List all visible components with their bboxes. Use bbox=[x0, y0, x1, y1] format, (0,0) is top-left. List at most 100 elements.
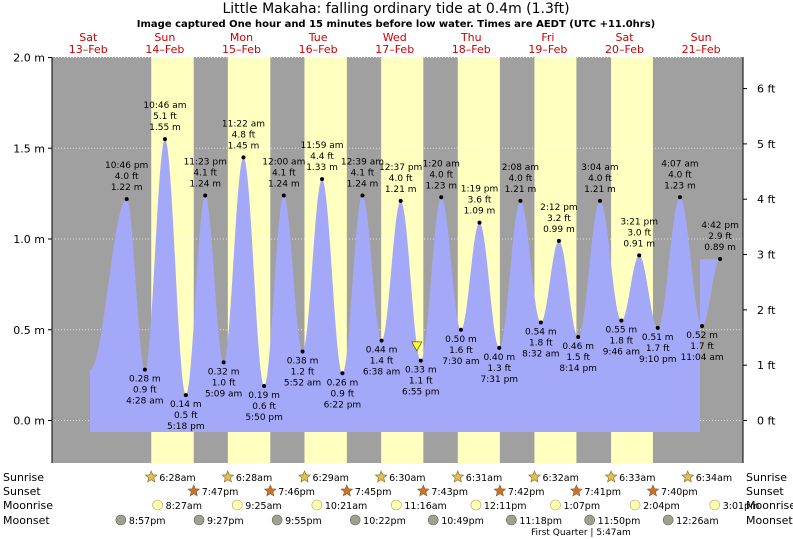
tide-point bbox=[340, 371, 345, 376]
moonset-time: 10:49pm bbox=[441, 516, 484, 527]
sunrise-icon bbox=[374, 470, 388, 483]
moonrise-time: 9:25am bbox=[245, 501, 281, 512]
tide-point bbox=[221, 360, 226, 365]
tide-area bbox=[90, 139, 721, 432]
low-tide-label: 1.8 ft bbox=[610, 337, 634, 347]
tide-point bbox=[458, 327, 463, 332]
high-tide-label: 11:22 am bbox=[222, 119, 265, 129]
moonrise-icon bbox=[629, 499, 641, 511]
moonset-time: 11:18pm bbox=[519, 516, 562, 527]
right-axis-tick-label: 0 ft bbox=[757, 415, 776, 428]
high-tide-label: 12:37 pm bbox=[379, 163, 422, 173]
moonset-icon bbox=[427, 514, 439, 526]
tide-point bbox=[718, 256, 723, 261]
low-tide-label: 0.6 ft bbox=[252, 402, 276, 412]
right-axis-tick-label: 2 ft bbox=[757, 304, 776, 317]
low-tide-label: 0.44 m bbox=[366, 346, 398, 356]
tide-point bbox=[477, 220, 482, 225]
high-tide-label: 11:59 am bbox=[300, 141, 343, 151]
tide-point bbox=[142, 367, 147, 372]
high-tide-label: 1.23 m bbox=[664, 181, 696, 191]
moonset-time: 10:22pm bbox=[363, 516, 406, 527]
high-tide-label: 1.45 m bbox=[228, 141, 260, 151]
moonset-time: 12:26am bbox=[676, 516, 718, 527]
low-tide-label: 0.9 ft bbox=[331, 389, 355, 399]
tide-point bbox=[300, 349, 305, 354]
moonset-row-label: Moonset bbox=[3, 514, 50, 527]
right-axis-tick-label: 5 ft bbox=[757, 138, 776, 151]
high-tide-label: 4.0 ft bbox=[588, 174, 612, 184]
tide-point bbox=[518, 198, 523, 203]
tide-point bbox=[538, 320, 543, 325]
high-tide-label: 1.33 m bbox=[306, 163, 338, 173]
low-tide-label: 0.46 m bbox=[562, 342, 594, 352]
high-tide-label: 1.21 m bbox=[584, 185, 616, 195]
tide-point bbox=[619, 318, 624, 323]
day-name-label: Sun bbox=[691, 31, 712, 44]
sunrise-time: 6:32am bbox=[542, 473, 578, 484]
high-tide-label: 2.9 ft bbox=[708, 232, 732, 242]
sunset-time: 7:42pm bbox=[508, 487, 545, 498]
high-tide-label: 3:04 am bbox=[581, 163, 618, 173]
moonset-time: 9:55pm bbox=[285, 516, 322, 527]
high-tide-label: 4.0 ft bbox=[509, 174, 533, 184]
sunrise-time: 6:29am bbox=[312, 473, 348, 484]
high-tide-label: 2:12 pm bbox=[540, 203, 578, 213]
tide-point bbox=[439, 195, 444, 200]
high-tide-label: 3.0 ft bbox=[627, 228, 651, 238]
moonrise-time: 8:27am bbox=[166, 501, 202, 512]
high-tide-label: 3:21 pm bbox=[620, 217, 658, 227]
moonset-icon bbox=[115, 514, 127, 526]
high-tide-label: 0.99 m bbox=[543, 225, 575, 235]
chart-title: Little Makaha: falling ordinary tide at … bbox=[222, 1, 569, 17]
high-tide-label: 5.1 ft bbox=[153, 112, 177, 122]
low-tide-label: 0.52 m bbox=[686, 331, 718, 341]
sunset-icon bbox=[340, 484, 354, 497]
high-tide-label: 1.23 m bbox=[425, 181, 457, 191]
low-tide-label: 1.6 ft bbox=[449, 346, 473, 356]
sunset-time: 7:47pm bbox=[202, 487, 239, 498]
low-tide-label: 1.7 ft bbox=[690, 342, 714, 352]
low-tide-label: 1.8 ft bbox=[529, 338, 553, 348]
tide-point bbox=[398, 198, 403, 203]
low-tide-label: 1.3 ft bbox=[487, 364, 511, 374]
moonrise-icon bbox=[391, 499, 402, 511]
high-tide-label: 4.1 ft bbox=[351, 168, 375, 178]
left-axis-tick-label: 0.0 m bbox=[13, 415, 45, 428]
sunset-icon bbox=[263, 484, 277, 497]
tide-point bbox=[281, 193, 286, 198]
sunrise-icon bbox=[681, 470, 695, 483]
right-axis-tick-label: 1 ft bbox=[757, 359, 776, 372]
sunset-time: 7:40pm bbox=[661, 487, 698, 498]
moonset-icon bbox=[506, 514, 517, 526]
sunrise-time: 6:34am bbox=[696, 473, 732, 484]
tide-point bbox=[637, 253, 642, 258]
day-date-label: 16–Feb bbox=[299, 43, 338, 56]
moon-phase-label: First Quarter | 5:47am bbox=[531, 528, 631, 538]
tide-point bbox=[241, 155, 246, 160]
high-tide-label: 1.21 m bbox=[505, 185, 537, 195]
day-date-label: 19–Feb bbox=[528, 43, 567, 56]
moonset-time: 9:27pm bbox=[207, 516, 244, 527]
moonrise-time: 11:16am bbox=[404, 501, 446, 512]
tide-point bbox=[320, 177, 325, 182]
moonrise-icon bbox=[709, 499, 721, 511]
sunset-time: 7:46pm bbox=[278, 487, 315, 498]
tide-point bbox=[162, 137, 167, 142]
sunset-icon bbox=[187, 484, 201, 497]
day-name-label: Mon bbox=[230, 31, 253, 44]
high-tide-label: 10:46 pm bbox=[105, 161, 148, 171]
moonrise-row-label: Moonrise bbox=[746, 499, 793, 512]
moonrise-time: 1:07pm bbox=[563, 501, 600, 512]
low-tide-label: 6:55 pm bbox=[402, 388, 440, 398]
high-tide-label: 11:23 pm bbox=[184, 157, 227, 167]
sunrise-icon bbox=[604, 470, 618, 483]
sunset-row-label: Sunset bbox=[746, 485, 784, 498]
low-tide-label: 1.4 ft bbox=[370, 357, 394, 367]
high-tide-label: 4.1 ft bbox=[193, 168, 217, 178]
header: Little Makaha: falling ordinary tide at … bbox=[137, 1, 655, 30]
day-date-label: 14–Feb bbox=[145, 43, 184, 56]
day-name-label: Sun bbox=[154, 31, 175, 44]
sunrise-time: 6:28am bbox=[159, 473, 195, 484]
